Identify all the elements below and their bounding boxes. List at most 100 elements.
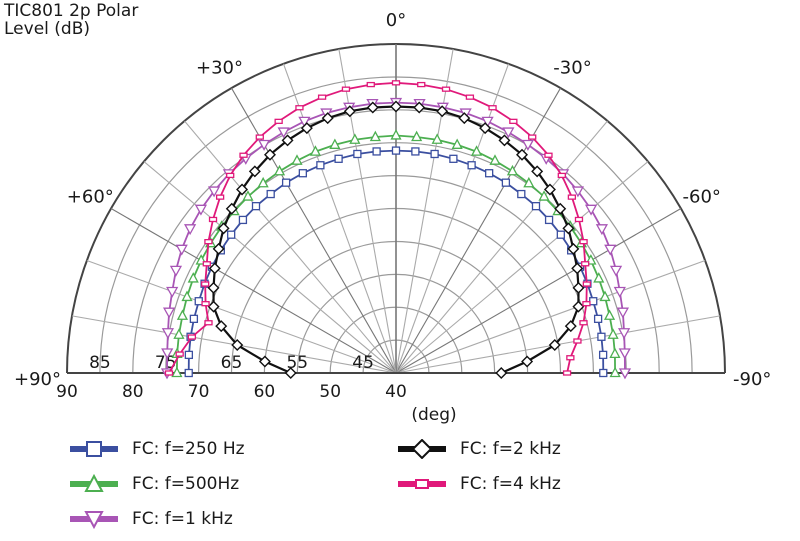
data-point <box>571 262 584 275</box>
data-point <box>517 189 526 199</box>
grid-spoke <box>395 161 649 374</box>
radial-tick-label: 60 <box>254 382 276 402</box>
radial-inner-label: 55 <box>286 353 308 373</box>
data-point <box>300 122 313 135</box>
data-point <box>187 272 199 283</box>
data-point <box>264 148 276 161</box>
data-point <box>598 350 608 360</box>
grid-spoke <box>395 259 706 374</box>
data-point <box>523 176 535 188</box>
data-point <box>581 261 590 267</box>
data-point <box>470 145 483 156</box>
data-point <box>334 154 343 163</box>
data-point <box>274 118 283 124</box>
data-point <box>567 242 580 255</box>
data-point <box>366 101 379 114</box>
data-point <box>391 146 401 155</box>
chart-title-line-1: TIC801 2p Polar <box>4 1 139 21</box>
data-point <box>567 194 577 200</box>
data-point <box>607 328 619 339</box>
angle-label: -60° <box>683 187 721 208</box>
chart-title: TIC801 2p Polar Level (dB) <box>4 2 138 38</box>
data-point <box>316 161 325 170</box>
data-point <box>226 172 235 179</box>
data-point <box>417 81 426 88</box>
data-point <box>181 290 193 302</box>
data-point <box>390 100 402 113</box>
data-point <box>208 262 221 275</box>
data-point <box>390 129 402 140</box>
data-point <box>451 138 463 149</box>
radial-inner-label: 85 <box>89 353 111 373</box>
data-point <box>436 105 449 118</box>
grid-spoke <box>395 120 608 374</box>
data-point <box>548 339 561 351</box>
data-point <box>184 350 194 360</box>
data-point <box>277 127 290 139</box>
data-point <box>372 147 381 156</box>
data-point <box>579 320 588 326</box>
data-point <box>212 242 225 255</box>
data-point <box>184 368 193 378</box>
data-point <box>236 183 249 196</box>
data-point <box>618 348 631 360</box>
data-point <box>251 202 261 211</box>
angle-label: 0° <box>386 10 406 31</box>
data-point <box>613 286 626 298</box>
data-point <box>343 105 356 118</box>
data-point <box>248 165 261 178</box>
data-point <box>609 265 623 277</box>
data-point <box>204 239 213 245</box>
data-point <box>572 300 585 313</box>
data-point <box>556 230 565 239</box>
data-point <box>544 152 553 158</box>
data-point <box>609 366 621 378</box>
data-point <box>353 149 362 159</box>
data-point <box>411 130 423 142</box>
data-point <box>217 222 230 235</box>
data-point <box>208 216 218 223</box>
data-point <box>194 204 208 216</box>
data-point <box>564 320 577 333</box>
grid-spoke <box>86 259 397 374</box>
data-point <box>618 368 632 380</box>
data-point <box>574 216 584 223</box>
radial-inner-label: 65 <box>221 353 243 373</box>
data-point <box>266 189 275 199</box>
data-point <box>321 112 334 125</box>
data-point <box>175 244 188 256</box>
data-point <box>171 366 183 378</box>
data-point <box>595 224 609 236</box>
data-point <box>298 169 307 178</box>
data-point <box>571 186 585 198</box>
data-point <box>589 297 598 306</box>
data-point <box>573 338 582 344</box>
radial-tick-label: 70 <box>188 382 210 402</box>
data-point <box>521 355 534 368</box>
data-point <box>176 309 189 320</box>
data-point <box>173 328 185 339</box>
data-point <box>538 190 550 201</box>
data-point <box>162 307 176 319</box>
data-point <box>169 265 183 277</box>
data-point <box>430 149 439 159</box>
data-point <box>202 261 211 267</box>
data-point <box>189 314 199 323</box>
data-point <box>562 370 572 376</box>
data-point <box>593 314 603 323</box>
radial-tick-label: 90 <box>56 382 78 402</box>
data-point <box>257 139 271 151</box>
data-point <box>366 81 375 88</box>
data-point <box>554 202 567 215</box>
angle-label: +30° <box>196 57 243 78</box>
data-point <box>544 215 554 225</box>
data-point <box>467 161 476 170</box>
data-point <box>317 94 327 100</box>
radial-tick-label: 80 <box>122 382 144 402</box>
radial-inner-label: 45 <box>352 353 374 373</box>
data-point <box>215 320 228 333</box>
data-point <box>498 134 511 147</box>
data-point <box>242 190 254 201</box>
radial-tick-label: 40 <box>385 382 407 402</box>
data-point <box>449 154 458 163</box>
